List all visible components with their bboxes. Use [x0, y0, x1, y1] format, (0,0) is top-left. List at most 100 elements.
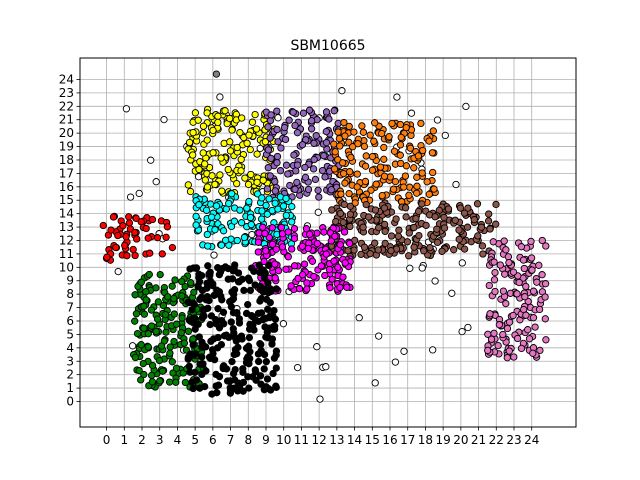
- data-point: [128, 342, 137, 350]
- data-point: [190, 288, 198, 296]
- data-point: [162, 233, 170, 241]
- data-point: [243, 139, 251, 147]
- data-point: [487, 335, 496, 343]
- data-point: [153, 234, 162, 242]
- data-point: [147, 306, 156, 314]
- data-point: [393, 93, 401, 101]
- data-point: [397, 133, 405, 142]
- y-tick-label: 2: [66, 368, 74, 382]
- data-point: [178, 314, 186, 322]
- data-point: [284, 170, 292, 178]
- data-point: [131, 291, 139, 299]
- data-point: [339, 169, 348, 178]
- data-point: [491, 287, 499, 296]
- data-point: [185, 138, 194, 147]
- data-point: [248, 230, 256, 239]
- x-tick-label: 12: [312, 433, 327, 447]
- data-point: [148, 215, 157, 224]
- data-point: [186, 350, 194, 358]
- data-point: [261, 229, 269, 238]
- data-point: [331, 232, 339, 240]
- data-point: [440, 213, 448, 222]
- data-point: [239, 378, 248, 387]
- data-point: [418, 200, 426, 208]
- data-point: [478, 242, 487, 250]
- data-point: [536, 346, 544, 355]
- data-point: [198, 271, 206, 280]
- data-point: [278, 243, 287, 251]
- data-point: [228, 190, 236, 198]
- data-point: [358, 122, 366, 130]
- data-point: [236, 206, 244, 214]
- y-tick-label: 16: [59, 180, 74, 194]
- data-point: [380, 172, 389, 180]
- data-point: [522, 282, 530, 291]
- data-point: [433, 225, 441, 233]
- data-point: [184, 181, 192, 189]
- data-point: [155, 356, 164, 365]
- data-point: [396, 151, 404, 159]
- data-point: [103, 253, 111, 261]
- data-point: [226, 147, 235, 155]
- data-point: [239, 368, 247, 376]
- data-point: [217, 292, 225, 300]
- data-point: [262, 247, 270, 255]
- data-point: [425, 190, 433, 198]
- data-point: [233, 236, 241, 245]
- data-point: [264, 146, 273, 154]
- data-point: [245, 197, 253, 206]
- data-point: [266, 312, 274, 320]
- data-point: [107, 226, 115, 234]
- data-point: [188, 378, 196, 386]
- data-point: [353, 183, 361, 191]
- data-point: [374, 246, 382, 254]
- data-point: [406, 264, 414, 272]
- data-point: [422, 221, 430, 230]
- data-point: [360, 243, 369, 251]
- data-point: [412, 214, 420, 223]
- data-point: [142, 288, 150, 296]
- data-point: [505, 347, 513, 355]
- data-point: [212, 382, 220, 390]
- data-point: [309, 165, 318, 173]
- data-point: [267, 111, 275, 119]
- data-point: [248, 313, 257, 321]
- data-point: [221, 107, 229, 115]
- data-point: [499, 330, 507, 339]
- data-point: [284, 228, 292, 236]
- data-point: [308, 257, 317, 265]
- data-point: [189, 384, 197, 393]
- data-point: [271, 322, 279, 330]
- data-point: [455, 235, 463, 243]
- data-point: [129, 245, 137, 254]
- data-point: [206, 320, 214, 329]
- data-point: [496, 261, 504, 269]
- data-point: [215, 373, 224, 381]
- data-point: [525, 335, 534, 343]
- data-point: [178, 292, 186, 300]
- data-point: [202, 296, 210, 304]
- x-tick-label: 1: [120, 433, 128, 447]
- data-point: [228, 126, 236, 134]
- data-point: [145, 270, 153, 279]
- data-point: [273, 107, 281, 115]
- data-point: [336, 209, 345, 218]
- data-point: [505, 258, 513, 267]
- data-point: [327, 186, 335, 194]
- data-point: [132, 310, 141, 318]
- data-point: [188, 305, 196, 314]
- data-point: [282, 265, 290, 273]
- y-tick-label: 8: [66, 287, 74, 301]
- data-point: [290, 151, 298, 159]
- data-point: [245, 333, 254, 342]
- data-point: [236, 128, 244, 137]
- data-point: [237, 219, 246, 227]
- data-point: [246, 213, 255, 222]
- data-point: [217, 241, 226, 249]
- data-point: [402, 123, 410, 132]
- data-point: [250, 267, 258, 275]
- data-point: [391, 358, 400, 366]
- data-point: [320, 152, 328, 160]
- data-point: [426, 244, 434, 252]
- x-tick-label: 2: [138, 433, 146, 447]
